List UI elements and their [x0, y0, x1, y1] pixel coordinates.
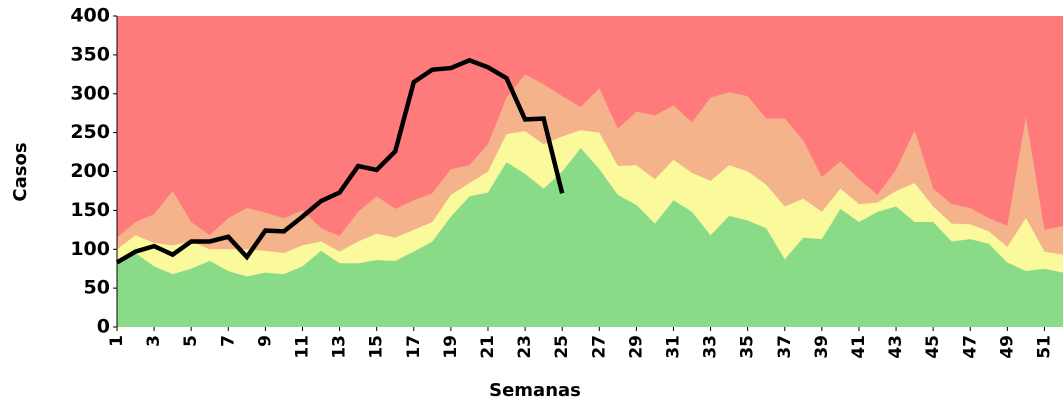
x-tick-label: 39 — [812, 335, 832, 359]
x-tick-label: 9 — [255, 335, 275, 347]
y-tick-label: 250 — [70, 121, 110, 143]
x-tick-label: 29 — [626, 335, 646, 359]
x-tick-label: 31 — [663, 335, 683, 359]
x-tick-label: 47 — [960, 335, 980, 359]
y-tick-label: 300 — [70, 82, 110, 104]
y-tick-label: 0 — [97, 316, 110, 338]
x-tick-label: 1 — [107, 335, 127, 347]
x-tick-label: 51 — [1034, 335, 1054, 359]
x-tick-label: 5 — [181, 335, 201, 347]
y-tick-label: 200 — [70, 160, 110, 182]
x-tick-label: 19 — [441, 335, 461, 359]
x-tick-label: 25 — [552, 335, 572, 359]
x-tick-label: 35 — [738, 335, 758, 359]
x-tick-label: 13 — [330, 335, 350, 359]
y-tick-label: 150 — [70, 199, 110, 221]
x-tick-label: 41 — [849, 335, 869, 359]
x-tick-label: 33 — [701, 335, 721, 359]
x-tick-label: 23 — [515, 335, 535, 359]
x-tick-label: 17 — [404, 335, 424, 359]
y-tick-label: 400 — [70, 5, 110, 27]
x-tick-label: 11 — [292, 335, 312, 359]
x-tick-label: 21 — [478, 335, 498, 359]
y-tick-label: 100 — [70, 238, 110, 260]
x-tick-label: 7 — [218, 335, 238, 347]
x-tick-label: 3 — [144, 335, 164, 347]
y-tick-label: 350 — [70, 43, 110, 65]
x-tick-label: 49 — [997, 335, 1017, 359]
x-tick-label: 45 — [923, 335, 943, 359]
x-tick-label: 15 — [367, 335, 387, 359]
x-tick-label: 43 — [886, 335, 906, 359]
area — [117, 148, 1063, 327]
x-tick-label: 37 — [775, 335, 795, 359]
y-tick-label: 50 — [84, 277, 110, 299]
x-axis-label: Semanas — [489, 380, 581, 401]
x-tick-label: 27 — [589, 335, 609, 359]
y-axis-label: Casos — [10, 142, 31, 201]
case-line — [115, 57, 565, 265]
